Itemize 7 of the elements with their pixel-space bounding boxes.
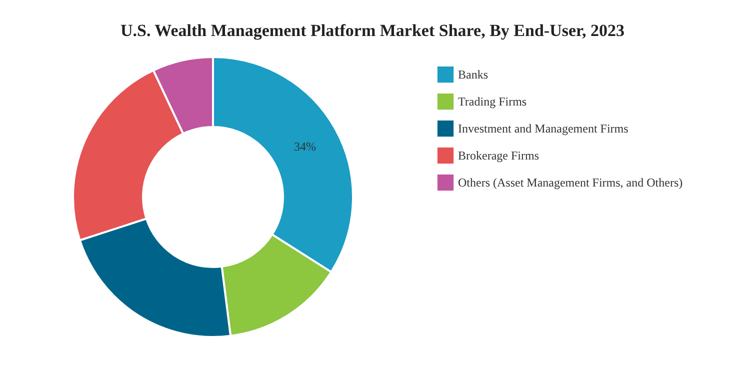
legend-label: Brokerage Firms: [458, 148, 540, 162]
legend-label: Investment and Management Firms: [458, 122, 629, 136]
legend-label: Trading Firms: [458, 94, 527, 108]
chart-title: U.S. Wealth Management Platform Market Share, By End-User, 2023: [120, 21, 624, 40]
data-label: 34%: [294, 139, 316, 154]
legend-label: Banks: [458, 68, 488, 82]
legend-label: Others (Asset Management Firms, and Others): [458, 176, 683, 190]
